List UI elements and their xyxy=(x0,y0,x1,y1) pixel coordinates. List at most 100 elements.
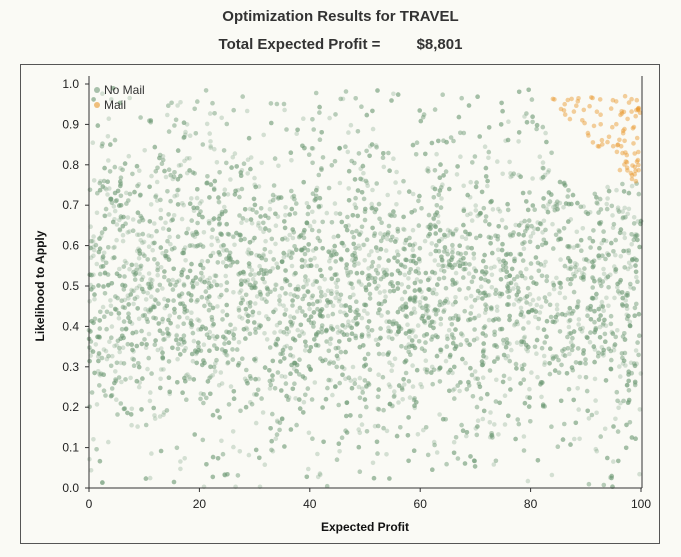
point-no-mail xyxy=(186,291,191,296)
point-no-mail xyxy=(390,283,396,289)
total-profit-value: $8,801 xyxy=(416,36,463,53)
point-no-mail xyxy=(518,305,524,311)
point-no-mail xyxy=(425,166,431,171)
point-no-mail xyxy=(223,209,228,214)
point-no-mail xyxy=(224,287,229,293)
point-no-mail xyxy=(232,192,238,197)
point-no-mail xyxy=(409,343,415,349)
point-no-mail xyxy=(165,238,170,244)
point-no-mail xyxy=(486,125,492,130)
point-no-mail xyxy=(294,368,299,374)
point-no-mail xyxy=(459,331,464,337)
point-no-mail xyxy=(431,320,437,325)
point-no-mail xyxy=(470,394,476,399)
point-no-mail xyxy=(309,397,315,402)
point-no-mail xyxy=(473,184,479,190)
point-no-mail xyxy=(380,374,386,380)
point-no-mail xyxy=(532,207,537,212)
point-no-mail xyxy=(157,414,163,419)
point-no-mail xyxy=(632,234,638,239)
point-no-mail xyxy=(269,236,275,242)
point-no-mail xyxy=(633,436,638,442)
point-no-mail xyxy=(330,392,335,398)
point-no-mail xyxy=(270,411,275,417)
point-no-mail xyxy=(143,476,149,481)
point-no-mail xyxy=(635,340,640,345)
point-no-mail xyxy=(88,353,93,358)
point-no-mail xyxy=(178,466,183,472)
point-no-mail xyxy=(286,395,292,400)
point-no-mail xyxy=(194,244,199,249)
point-no-mail xyxy=(566,266,571,271)
point-no-mail xyxy=(327,115,332,121)
point-no-mail xyxy=(189,322,195,328)
point-no-mail xyxy=(468,211,473,217)
point-no-mail xyxy=(359,282,364,287)
point-no-mail xyxy=(377,255,382,261)
point-no-mail xyxy=(503,225,509,230)
point-no-mail xyxy=(158,376,163,382)
point-no-mail xyxy=(594,410,599,416)
point-no-mail xyxy=(312,255,317,261)
point-no-mail xyxy=(238,408,243,414)
point-no-mail xyxy=(149,173,154,179)
point-no-mail xyxy=(418,382,423,387)
point-no-mail xyxy=(146,355,151,361)
point-no-mail xyxy=(211,321,216,327)
point-no-mail xyxy=(494,308,500,313)
point-no-mail xyxy=(162,269,167,274)
point-no-mail xyxy=(91,97,96,102)
point-no-mail xyxy=(412,405,418,411)
point-no-mail xyxy=(362,302,367,308)
point-no-mail xyxy=(103,348,109,354)
point-no-mail xyxy=(91,244,96,250)
point-no-mail xyxy=(342,325,348,330)
point-no-mail xyxy=(219,381,225,386)
point-no-mail xyxy=(449,257,454,263)
point-no-mail xyxy=(505,285,511,291)
point-no-mail xyxy=(378,276,384,282)
point-no-mail xyxy=(465,212,470,218)
point-no-mail xyxy=(581,272,587,277)
point-no-mail xyxy=(240,356,245,362)
point-no-mail xyxy=(314,333,319,338)
point-no-mail xyxy=(521,434,527,439)
point-no-mail xyxy=(183,258,188,263)
point-no-mail xyxy=(503,355,509,361)
point-no-mail xyxy=(526,218,532,223)
point-no-mail xyxy=(402,289,408,295)
point-no-mail xyxy=(481,325,487,331)
point-no-mail xyxy=(515,321,520,327)
point-no-mail xyxy=(351,292,356,298)
point-no-mail xyxy=(469,245,475,251)
point-no-mail xyxy=(367,153,372,159)
point-no-mail xyxy=(380,235,386,240)
point-no-mail xyxy=(343,349,348,355)
point-no-mail xyxy=(223,273,228,279)
point-no-mail xyxy=(603,238,609,244)
point-no-mail xyxy=(277,320,283,326)
point-no-mail xyxy=(282,219,287,224)
point-no-mail xyxy=(565,244,570,249)
point-no-mail xyxy=(146,309,152,315)
point-no-mail xyxy=(120,345,126,351)
point-no-mail xyxy=(112,217,117,222)
point-no-mail xyxy=(401,214,406,220)
point-no-mail xyxy=(160,251,165,256)
point-no-mail xyxy=(337,180,343,186)
point-no-mail xyxy=(522,295,528,301)
point-no-mail xyxy=(117,345,122,351)
point-no-mail xyxy=(528,261,534,266)
point-no-mail xyxy=(172,193,177,199)
point-no-mail xyxy=(612,264,617,269)
point-no-mail xyxy=(90,349,96,354)
point-no-mail xyxy=(128,292,133,297)
point-no-mail xyxy=(270,373,275,378)
point-no-mail xyxy=(148,307,153,313)
point-no-mail xyxy=(289,362,294,368)
point-no-mail xyxy=(596,306,602,312)
point-no-mail xyxy=(196,347,201,353)
point-no-mail xyxy=(153,194,158,200)
point-no-mail xyxy=(432,258,438,263)
point-no-mail xyxy=(448,135,454,140)
